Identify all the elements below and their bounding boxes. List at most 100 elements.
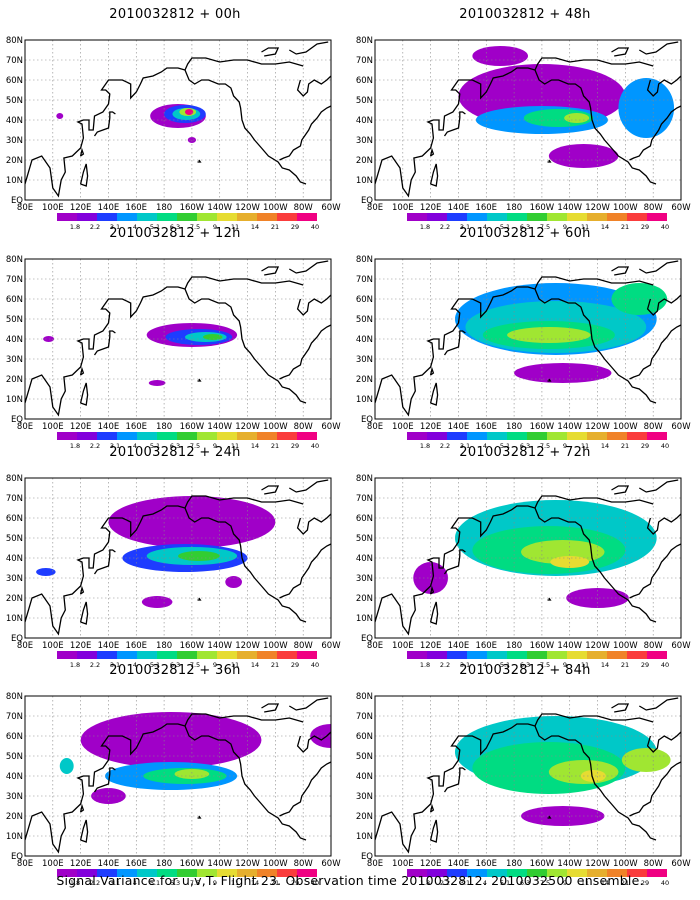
- colorbar-swatch: [237, 651, 257, 659]
- colorbar-swatch: [117, 651, 137, 659]
- colorbar-swatch: [277, 432, 297, 440]
- coastline: [197, 815, 202, 819]
- colorbar-swatch: [587, 213, 607, 221]
- colorbar-label: 21: [271, 223, 279, 231]
- lat-tick-label: 70N: [356, 275, 373, 285]
- lon-tick-label: 160E: [125, 203, 147, 213]
- colorbar-label: 21: [271, 879, 279, 887]
- lon-tick-label: 100W: [263, 859, 288, 869]
- lat-tick-label: 80N: [356, 474, 373, 484]
- colorbar-swatch: [157, 869, 177, 877]
- lat-tick-label: 60N: [356, 76, 373, 86]
- lat-tick-label: 40N: [6, 554, 23, 564]
- lon-tick-label: 160W: [180, 859, 205, 869]
- colorbar-label: 1.8: [70, 223, 80, 231]
- coastline: [429, 601, 439, 625]
- variance-blob: [184, 109, 194, 115]
- lat-tick-label: 50N: [6, 534, 23, 544]
- lon-tick-label: 120W: [235, 422, 260, 432]
- variance-blob: [56, 113, 64, 119]
- lon-tick-label: 160E: [475, 859, 497, 869]
- lon-tick-label: 60W: [671, 203, 691, 213]
- coastline: [184, 495, 304, 509]
- lat-tick-label: 30N: [356, 355, 373, 365]
- variance-blob: [36, 568, 56, 576]
- coastline: [279, 105, 331, 161]
- colorbar-label: 4: [133, 661, 137, 669]
- lon-tick-label: 140W: [207, 641, 232, 651]
- colorbar-swatch: [237, 869, 257, 877]
- lat-tick-label: 20N: [356, 594, 373, 604]
- lon-tick-label: 60W: [321, 859, 341, 869]
- lon-tick-label: 120W: [585, 203, 610, 213]
- lon-tick-label: 80W: [644, 203, 664, 213]
- colorbar-label: 4: [483, 879, 487, 887]
- colorbar-label: 9: [213, 661, 217, 669]
- coastline: [296, 294, 331, 316]
- lon-tick-label: 120W: [585, 859, 610, 869]
- panel-60h: 2010032812 + 60h EQ 10N 20N 30N 40N 50N 60N 70N…: [355, 225, 695, 450]
- lon-tick-label: 160W: [180, 422, 205, 432]
- variance-map: EQ 10N 20N 30N 40N 50N 60N 70N 80N 80E 100E 120E 140…: [356, 474, 691, 669]
- coastline: [547, 597, 552, 601]
- colorbar-swatch: [217, 432, 237, 440]
- colorbar-label: 11: [231, 879, 239, 887]
- colorbar-label: 5.1: [150, 223, 160, 231]
- coastline: [534, 288, 657, 404]
- colorbar-swatch: [467, 869, 487, 877]
- colorbar-label: 11: [231, 661, 239, 669]
- lat-tick-label: 70N: [356, 56, 373, 66]
- colorbar-swatch: [407, 213, 427, 221]
- colorbar-swatch: [567, 213, 587, 221]
- map-frame: [24, 39, 332, 201]
- colorbar-label: 40: [661, 223, 669, 231]
- lon-tick-label: 60W: [321, 641, 341, 651]
- colorbar-label: 3.1: [460, 661, 470, 669]
- colorbar-label: 14: [601, 661, 609, 669]
- colorbar-swatch: [257, 432, 277, 440]
- colorbar-swatch: [567, 432, 587, 440]
- map-frame: [374, 39, 682, 201]
- lon-tick-label: 100E: [42, 422, 64, 432]
- colorbar-swatch: [487, 213, 507, 221]
- lon-tick-label: 140W: [557, 641, 582, 651]
- panel-12h: 2010032812 + 12h EQ 10N 20N 30N 40N 50N 60N 70N…: [5, 225, 345, 450]
- lon-tick-label: 160E: [475, 203, 497, 213]
- lon-tick-label: 140W: [207, 422, 232, 432]
- lon-tick-label: 80W: [294, 859, 314, 869]
- colorbar-label: 40: [661, 879, 669, 887]
- lon-tick-label: 160E: [125, 641, 147, 651]
- variance-blob: [80, 712, 262, 768]
- coastline: [279, 324, 331, 380]
- lon-tick-label: 80W: [644, 859, 664, 869]
- lon-tick-label: 140E: [448, 859, 470, 869]
- colorbar-swatch: [447, 432, 467, 440]
- colorbar-swatch: [527, 213, 547, 221]
- coastline: [296, 75, 331, 97]
- lat-tick-label: 10N: [356, 832, 373, 842]
- colorbar-swatch: [137, 432, 157, 440]
- lat-tick-label: 60N: [6, 295, 23, 305]
- variance-blob: [514, 363, 612, 383]
- colorbar-swatch: [137, 213, 157, 221]
- variance-blob: [174, 769, 210, 779]
- coastline: [79, 366, 85, 376]
- lon-tick-label: 80W: [644, 422, 664, 432]
- coastline: [79, 163, 89, 187]
- colorbar-swatch: [257, 869, 277, 877]
- colorbar-label: 3.1: [460, 223, 470, 231]
- panel-title: 2010032812 + 60h: [459, 226, 591, 241]
- coastline: [375, 67, 536, 198]
- lon-tick-label: 80E: [17, 859, 33, 869]
- lat-tick-label: 80N: [6, 692, 23, 702]
- colorbar-label: 40: [661, 661, 669, 669]
- lat-tick-label: 50N: [356, 96, 373, 106]
- lon-tick-label: 100W: [263, 422, 288, 432]
- variance-blob: [564, 113, 590, 123]
- coastline: [25, 286, 186, 417]
- colorbar-label: 5.1: [500, 442, 510, 450]
- lon-tick-label: 120W: [235, 203, 260, 213]
- colorbar-swatch: [217, 213, 237, 221]
- colorbar-swatch: [447, 651, 467, 659]
- coastline: [184, 713, 304, 727]
